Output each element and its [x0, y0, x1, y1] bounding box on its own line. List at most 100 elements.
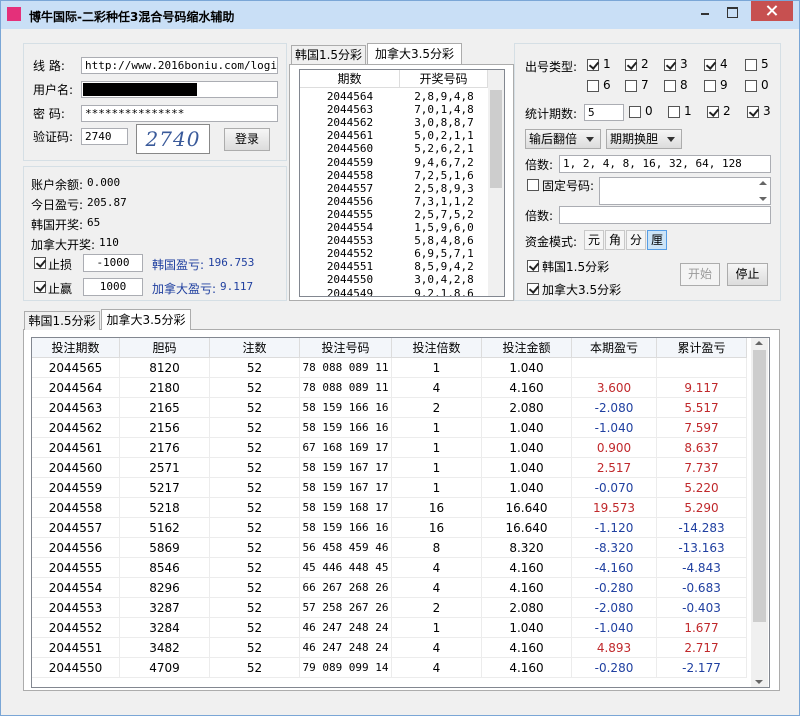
cell: 52: [210, 518, 300, 538]
period-input[interactable]: 5: [584, 104, 624, 121]
checkbox[interactable]: [664, 59, 677, 71]
checkbox[interactable]: [664, 80, 676, 92]
cell: 46 247 248 24: [300, 618, 392, 638]
checkbox[interactable]: [668, 106, 680, 118]
login-group: [23, 43, 287, 161]
fund-mode-button[interactable]: 分: [626, 230, 646, 250]
fund-mode-button[interactable]: 角: [605, 230, 625, 250]
checkbox[interactable]: [707, 106, 720, 118]
start-button[interactable]: 开始: [680, 263, 720, 286]
account-value: 205.87: [87, 196, 127, 209]
checkbox[interactable]: [587, 80, 599, 92]
cell: -2.177: [657, 658, 747, 678]
multiplier-input[interactable]: 1, 2, 4, 8, 16, 32, 64, 128: [559, 155, 771, 173]
tab[interactable]: 韩国1.5分彩: [291, 45, 366, 64]
check-mark: [665, 59, 677, 70]
cell: 2044560: [32, 458, 120, 478]
checkbox[interactable]: [34, 257, 47, 269]
text-input[interactable]: 2740: [81, 128, 128, 145]
cell: 2044560: [326, 142, 374, 156]
checkbox[interactable]: [704, 80, 716, 92]
close-button[interactable]: [751, 1, 793, 21]
tab[interactable]: 加拿大3.5分彩: [101, 309, 191, 330]
tab[interactable]: 加拿大3.5分彩: [367, 43, 462, 64]
checkbox[interactable]: [527, 179, 539, 191]
checkbox-label: 9: [720, 78, 728, 92]
checkbox-label: 0: [645, 104, 653, 118]
cell: 2044552: [326, 247, 374, 261]
cell: 78 088 089 11: [300, 358, 392, 378]
cell: 2044556: [32, 538, 120, 558]
limit-label: 止赢: [48, 282, 73, 296]
cell: 2044558: [326, 168, 374, 182]
dropdown[interactable]: 期期换胆: [606, 129, 682, 149]
limit-input[interactable]: -1000: [83, 254, 143, 272]
username-input[interactable]: [81, 81, 278, 98]
maximize-button[interactable]: [727, 7, 738, 18]
cell: 2571: [120, 458, 210, 478]
cell: 1.040: [482, 438, 572, 458]
cell: 2044551: [32, 638, 120, 658]
pl-row: 加拿大盈亏: 9.117: [152, 280, 253, 297]
field-label: 线 路:: [33, 59, 65, 73]
checkbox[interactable]: [587, 59, 600, 71]
cell: 58 159 166 16: [300, 518, 392, 538]
cell: 52: [210, 378, 300, 398]
checkbox-label: 1: [684, 104, 692, 118]
cell: 2044564: [326, 90, 374, 103]
cell: 67 168 169 17: [300, 438, 392, 458]
multiplier2-input[interactable]: [559, 206, 771, 224]
cell: 1.040: [482, 458, 572, 478]
pl-label: 加拿大盈亏:: [152, 282, 217, 296]
cell: 5,0,2,1,1: [414, 129, 474, 143]
checkbox[interactable]: [527, 283, 540, 295]
checkbox[interactable]: [629, 106, 641, 118]
cell: 1: [392, 418, 482, 438]
cell: -14.283: [657, 518, 747, 538]
cell: 8546: [120, 558, 210, 578]
cell: 1.677: [657, 618, 747, 638]
fund-mode-button[interactable]: 元: [584, 230, 604, 250]
cell: 52: [210, 598, 300, 618]
cell: 4.160: [482, 578, 572, 598]
checkbox[interactable]: [625, 59, 638, 71]
cell: 5218: [120, 498, 210, 518]
text-input[interactable]: http://www.2016boniu.com/login: [81, 57, 278, 74]
checkbox[interactable]: [34, 281, 47, 293]
checkbox[interactable]: [745, 59, 757, 71]
cell: [572, 358, 657, 378]
checkbox[interactable]: [527, 260, 540, 272]
cell: 4709: [120, 658, 210, 678]
limit-input[interactable]: 1000: [83, 278, 143, 296]
login-button[interactable]: 登录: [224, 128, 270, 151]
cell: 2044554: [32, 578, 120, 598]
checkbox[interactable]: [625, 80, 637, 92]
cell: 52: [210, 418, 300, 438]
fixed-numbers-input[interactable]: [599, 177, 771, 205]
setting-label: 资金模式:: [525, 235, 578, 249]
dropdown-arrow: [667, 137, 675, 142]
stop-button[interactable]: 停止: [727, 263, 768, 286]
checkbox[interactable]: [704, 59, 717, 71]
cell: 3,0,4,2,8: [414, 273, 474, 287]
checkbox[interactable]: [745, 80, 757, 92]
window-title: 博牛国际-二彩种任3混合号码缩水辅助: [29, 10, 235, 24]
cell: 1.040: [482, 418, 572, 438]
check-mark: [708, 106, 720, 117]
draw-table: 期数 开奖号码 2044564 2,8,9,4,8 2044563 7,0,1,4,8 20…: [299, 69, 505, 297]
cell: 7.597: [657, 418, 747, 438]
limit-label: 止损: [48, 258, 73, 272]
text-input[interactable]: ***************: [81, 105, 278, 122]
cell: 2044557: [32, 518, 120, 538]
cell: 7,2,5,1,6: [414, 168, 474, 182]
fund-mode-button[interactable]: 厘: [647, 230, 667, 250]
cell: -4.160: [572, 558, 657, 578]
checkbox[interactable]: [747, 106, 760, 118]
cell: 8296: [120, 578, 210, 598]
dropdown[interactable]: 输后翻倍: [525, 129, 601, 149]
dropdown-arrow: [586, 137, 594, 142]
account-group: [23, 166, 287, 301]
minimize-button[interactable]: [701, 13, 709, 15]
tab[interactable]: 韩国1.5分彩: [24, 311, 100, 330]
cell: -4.843: [657, 558, 747, 578]
